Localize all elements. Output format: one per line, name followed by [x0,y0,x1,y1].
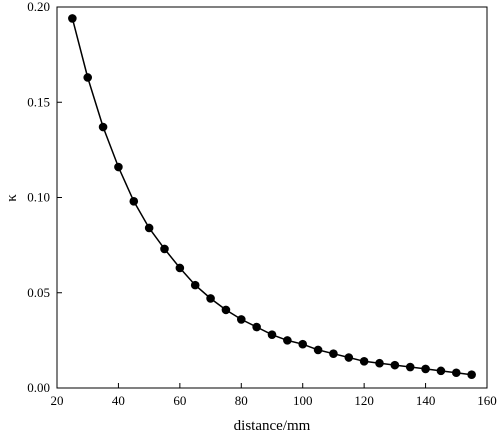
data-point [175,263,185,273]
x-tick-label: 40 [112,393,125,408]
data-point [83,73,93,82]
data-point [467,370,476,379]
y-axis-ticks: 0.00 0.05 0.10 0.15 0.20 [27,0,62,395]
data-point [344,353,354,362]
x-tick-label: 80 [235,393,248,408]
x-tick-label: 140 [416,393,436,408]
y-tick-label: 0.00 [27,380,50,395]
x-tick-label: 100 [293,393,313,408]
data-point [405,362,415,372]
x-tick-label: 160 [477,393,497,408]
data-point [190,280,200,290]
data-point [98,122,108,132]
data-point [206,294,215,303]
y-tick-label: 0.10 [27,190,50,205]
data-point [68,14,77,23]
data-point [129,197,139,206]
data-point [313,345,323,355]
data-point [283,336,292,345]
data-point [236,315,246,324]
y-tick-label: 0.05 [27,285,50,300]
data-point [329,349,338,359]
series-line [71,18,472,376]
data-point [451,368,461,378]
x-tick-label: 60 [173,393,186,408]
data-point [359,357,369,366]
data-point [144,223,154,233]
y-tick-label: 0.20 [27,0,50,14]
data-point [298,339,308,349]
data-point [160,244,169,254]
y-tick-label: 0.15 [27,94,50,109]
data-point [221,305,231,315]
data-point [267,330,277,339]
y-axis-label: κ [4,194,20,202]
data-point [390,360,400,370]
data-point [436,366,446,376]
data-point [375,358,384,368]
series-group [68,14,476,379]
x-axis-label: distance/mm [234,418,311,434]
x-axis-ticks: 20 40 60 80 100 120 140 160 [51,383,497,408]
x-tick-label: 20 [51,393,64,408]
data-point [114,162,123,172]
data-point [252,322,261,332]
x-tick-label: 120 [354,393,374,408]
data-point [421,364,430,374]
